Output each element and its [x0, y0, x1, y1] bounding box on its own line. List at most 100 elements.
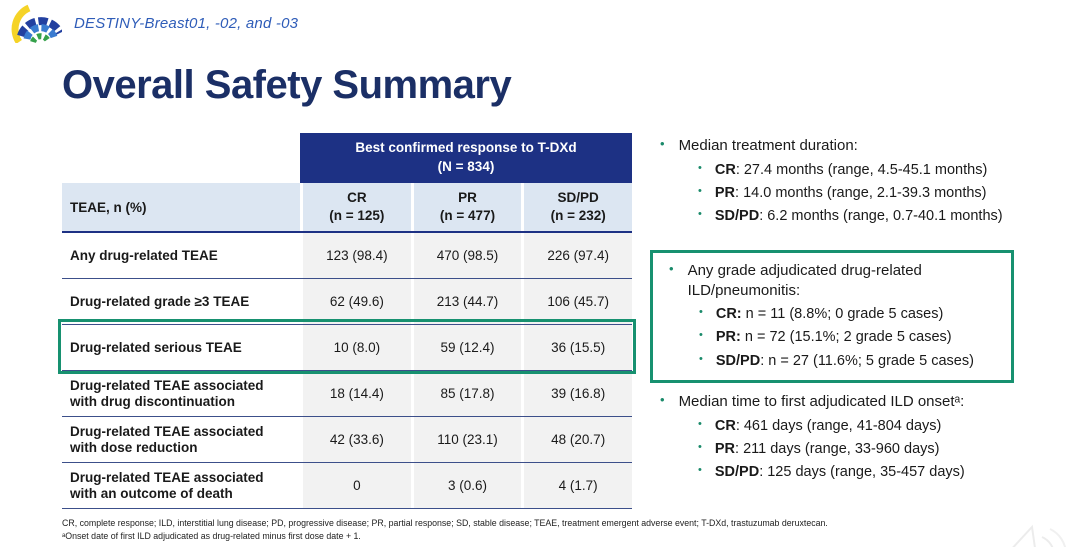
column-n: (n = 125): [329, 208, 385, 223]
column-header-sdpd: SD/PD (n = 232): [521, 183, 632, 231]
cell-value: 3 (0.6): [410, 463, 522, 508]
sub-item-text: : 27.4 months (range, 4.5-45.1 months): [735, 161, 988, 178]
sub-item-label: CR: [714, 417, 736, 434]
cell-value: 39 (16.8): [521, 371, 633, 416]
bullet-heading-text: Median treatment duration:: [678, 137, 858, 154]
bullet-sub-item: • SD/PD: 125 days (range, 35-457 days): [698, 464, 1024, 481]
sub-item-text: : 211 days (range, 33-960 days): [735, 440, 940, 457]
trial-label: DESTINY-Breast01, -02, and -03: [74, 14, 299, 32]
bullet-icon: •: [698, 417, 702, 430]
bullet-heading-text: Median time to first adjudicated ILD ons…: [678, 393, 965, 410]
cell-value: 59 (12.4): [410, 325, 522, 370]
bullet-heading-text: Any grade adjudicated drug-related ILD/p…: [687, 262, 922, 299]
sub-item-label: SD/PD: [715, 352, 761, 369]
sub-item-label: SD/PD: [714, 208, 760, 225]
column-n: (n = 477): [439, 208, 496, 223]
footnote-abbreviations: CR, complete response; ILD, interstitial…: [62, 518, 828, 528]
table-row: Drug-related grade ≥3 TEAE 62 (49.6) 213…: [62, 278, 633, 324]
cell-value: 470 (98.5): [410, 233, 522, 278]
cell-value: 110 (23.1): [410, 417, 522, 462]
bullet-sub-item: • PR: 14.0 months (range, 2.1-39.3 month…: [698, 185, 1024, 202]
column-name: PR: [458, 189, 477, 205]
column-n: (n = 232): [550, 208, 606, 223]
bullet-heading: • Median time to first adjudicated ILD o…: [652, 392, 1024, 412]
cell-value: 62 (49.6): [300, 279, 411, 324]
cell-value: 36 (15.5): [521, 325, 633, 370]
bullet-sub-item: • PR: 211 days (range, 33-960 days): [698, 441, 1024, 458]
cell-value: 85 (17.8): [410, 371, 522, 416]
row-label: Drug-related TEAE associated with dose r…: [62, 417, 300, 462]
table-row: Drug-related TEAE associated with drug d…: [62, 370, 633, 416]
bullet-sub-item: • PR: n = 72 (15.1%; 2 grade 5 cases): [699, 329, 1001, 346]
bullet-icon: •: [698, 208, 702, 221]
row-label: Any drug-related TEAE: [62, 233, 300, 278]
fan-arc-logo-icon: [11, 4, 62, 43]
bullet-block-ild-onset: • Median time to first adjudicated ILD o…: [652, 392, 1024, 482]
sub-item-label: PR: [714, 184, 736, 201]
row-label: Drug-related TEAE associated with an out…: [62, 463, 300, 508]
cell-value: 48 (20.7): [521, 417, 633, 462]
sub-item-label: SD/PD: [714, 464, 760, 481]
sub-item-label: CR: [714, 161, 736, 178]
bullet-icon: •: [699, 329, 703, 342]
table-row: Drug-related TEAE associated with an out…: [62, 462, 633, 509]
bullet-sub-item: • CR: 27.4 months (range, 4.5-45.1 month…: [698, 162, 1024, 179]
column-header-pr: PR (n = 477): [410, 183, 522, 231]
bullet-icon: •: [698, 161, 702, 174]
bullet-sub-item: • SD/PD: n = 27 (11.6%; 5 grade 5 cases): [699, 353, 1001, 370]
bullet-icon: •: [660, 392, 665, 407]
bullet-icon: •: [698, 440, 702, 453]
table-column-headers: TEAE, n (%) CR (n = 125) PR (n = 477) SD…: [62, 183, 632, 233]
bullet-icon: •: [699, 306, 703, 318]
sub-item-text: n = 72 (15.1%; 2 grade 5 cases): [740, 329, 952, 346]
sub-item-label: PR: [714, 440, 736, 457]
corner-watermark-icon: [1012, 524, 1067, 547]
bullet-icon: •: [698, 184, 702, 197]
cell-value: 123 (98.4): [300, 233, 411, 278]
sub-item-text: : n = 27 (11.6%; 5 grade 5 cases): [760, 352, 974, 369]
table-row: Any drug-related TEAE 123 (98.4) 470 (98…: [62, 233, 633, 278]
sub-item-label: PR:: [715, 329, 741, 346]
column-name: CR: [347, 189, 367, 205]
banner-line2: (N = 834): [437, 159, 495, 174]
bullet-icon: •: [698, 464, 702, 477]
column-header-cr: CR (n = 125): [300, 183, 411, 231]
sub-item-label: CR:: [715, 306, 742, 322]
table-row-highlighted: Drug-related serious TEAE 10 (8.0) 59 (1…: [62, 324, 633, 370]
cell-value: 4 (1.7): [521, 463, 633, 508]
footnote-onset-note: ᵃOnset date of first ILD adjudicated as …: [62, 530, 361, 541]
bullet-heading: • Median treatment duration:: [652, 136, 1024, 156]
bullet-block-treatment-duration: • Median treatment duration: • CR: 27.4 …: [652, 136, 1024, 226]
cell-value: 10 (8.0): [300, 325, 411, 370]
bullet-heading: • Any grade adjudicated drug-related ILD…: [661, 261, 1001, 300]
footnotes: CR, complete response; ILD, interstitial…: [62, 517, 828, 543]
sub-item-text: : 14.0 months (range, 2.1-39.3 months): [735, 184, 987, 201]
bullet-icon: •: [699, 352, 703, 365]
cell-value: 106 (45.7): [521, 279, 633, 324]
row-label: Drug-related TEAE associated with drug d…: [62, 371, 300, 416]
safety-table: Best confirmed response to T-DXd (N = 83…: [58, 133, 636, 509]
page-title: Overall Safety Summary: [62, 63, 512, 107]
row-header-label: TEAE, n (%): [70, 199, 147, 215]
trial-header: DESTINY-Breast01, -02, and -03: [8, 3, 298, 43]
bullet-icon: •: [660, 136, 665, 151]
row-label: Drug-related serious TEAE: [62, 325, 300, 370]
cell-value: 213 (44.7): [410, 279, 522, 324]
sub-item-text: n = 11 (8.8%; 0 grade 5 cases): [741, 306, 944, 322]
bullet-sub-item: • CR: n = 11 (8.8%; 0 grade 5 cases): [699, 306, 1001, 323]
cell-value: 0: [300, 463, 411, 508]
bullet-icon: •: [669, 261, 674, 276]
cell-value: 18 (14.4): [300, 371, 411, 416]
row-label: Drug-related grade ≥3 TEAE: [62, 279, 300, 324]
table-banner: Best confirmed response to T-DXd (N = 83…: [300, 133, 632, 183]
bullet-sub-item: • SD/PD: 6.2 months (range, 0.7-40.1 mon…: [698, 208, 1024, 225]
column-name: SD/PD: [557, 189, 599, 205]
banner-line1: Best confirmed response to T-DXd: [355, 140, 577, 156]
bullet-block-ild-pneumonitis: • Any grade adjudicated drug-related ILD…: [650, 250, 1014, 384]
cell-value: 226 (97.4): [521, 233, 633, 278]
table-row: Drug-related TEAE associated with dose r…: [62, 416, 633, 462]
sub-item-text: : 6.2 months (range, 0.7-40.1 months): [759, 208, 1003, 225]
bullet-sub-item: • CR: 461 days (range, 41-804 days): [698, 418, 1024, 435]
cell-value: 42 (33.6): [300, 417, 411, 462]
